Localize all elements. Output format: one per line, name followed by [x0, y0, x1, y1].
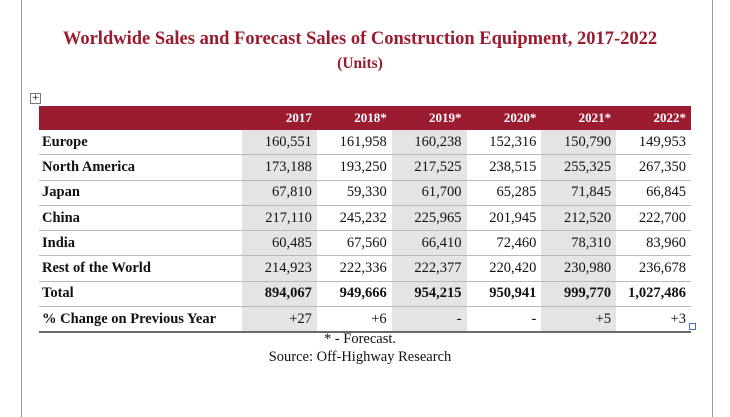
- cell: +3: [616, 306, 691, 334]
- forecast-footnote: * - Forecast.: [323, 331, 397, 347]
- cell: 220,420: [466, 255, 542, 282]
- cell: +6: [316, 306, 392, 334]
- row-label: Total: [39, 281, 243, 308]
- header-cell-label: [39, 106, 243, 130]
- cell: 245,232: [316, 205, 392, 232]
- cell: 149,953: [616, 130, 691, 156]
- cell: 230,980: [541, 255, 617, 282]
- cell: 222,377: [391, 255, 467, 282]
- cell: 225,965: [391, 205, 467, 232]
- cell: +5: [541, 306, 617, 334]
- cell: 217,525: [391, 154, 467, 181]
- cell: 238,515: [466, 154, 542, 181]
- cell: 212,520: [541, 205, 617, 232]
- cell: 160,238: [391, 130, 467, 156]
- table-row: North America 173,188 193,250 217,525 23…: [39, 154, 691, 181]
- cell: 65,285: [466, 180, 542, 206]
- table-row: China 217,110 245,232 225,965 201,945 21…: [39, 205, 691, 232]
- header-cell-2021: 2021*: [541, 106, 617, 130]
- page-border-right: [712, 0, 713, 417]
- sales-table: 2017 2018* 2019* 2020* 2021* 2022* Europ…: [39, 106, 691, 334]
- cell: 217,110: [242, 205, 317, 232]
- cell: +27: [242, 306, 317, 334]
- cell: 193,250: [316, 154, 392, 181]
- cell: 214,923: [242, 255, 317, 282]
- cell: 78,310: [541, 230, 617, 257]
- header-cell-2017: 2017: [242, 106, 317, 130]
- header-cell-2018: 2018*: [316, 106, 392, 130]
- document-title: Worldwide Sales and Forecast Sales of Co…: [62, 29, 658, 49]
- move-cross-icon[interactable]: +: [30, 93, 41, 104]
- cell: 267,350: [616, 154, 691, 181]
- row-label: China: [39, 205, 243, 232]
- cell: 66,845: [616, 180, 691, 206]
- cell: 222,700: [616, 205, 691, 232]
- cell: -: [466, 306, 542, 334]
- table-row: India 60,485 67,560 66,410 72,460 78,310…: [39, 230, 691, 257]
- cell: 66,410: [391, 230, 467, 257]
- cell: 72,460: [466, 230, 542, 257]
- cell: 173,188: [242, 154, 317, 181]
- row-label: India: [39, 230, 243, 257]
- cell: -: [391, 306, 467, 334]
- cell: 894,067: [242, 281, 317, 308]
- document-subtitle: (Units): [337, 55, 383, 72]
- page-border-left: [21, 0, 22, 417]
- row-label: Japan: [39, 180, 243, 206]
- table-header-row: 2017 2018* 2019* 2020* 2021* 2022*: [39, 106, 691, 130]
- cell: 161,958: [316, 130, 392, 156]
- table-row: Japan 67,810 59,330 61,700 65,285 71,845…: [39, 180, 691, 206]
- cell: 236,678: [616, 255, 691, 282]
- cell: 71,845: [541, 180, 617, 206]
- cell: 60,485: [242, 230, 317, 257]
- cell: 949,666: [316, 281, 392, 308]
- cell: 201,945: [466, 205, 542, 232]
- row-label: % Change on Previous Year: [39, 306, 243, 334]
- header-cell-2020: 2020*: [466, 106, 542, 130]
- cell: 255,325: [541, 154, 617, 181]
- cell: 954,215: [391, 281, 467, 308]
- cell: 83,960: [616, 230, 691, 257]
- cell: 67,810: [242, 180, 317, 206]
- row-label: North America: [39, 154, 243, 181]
- cell: 152,316: [466, 130, 542, 156]
- table-row-change: % Change on Previous Year +27 +6 - - +5 …: [39, 306, 691, 334]
- cell: 160,551: [242, 130, 317, 156]
- header-cell-2019: 2019*: [391, 106, 467, 130]
- table-row: Europe 160,551 161,958 160,238 152,316 1…: [39, 130, 691, 156]
- table-row-total: Total 894,067 949,666 954,215 950,941 99…: [39, 281, 691, 308]
- cell: 950,941: [466, 281, 542, 308]
- cell: 61,700: [391, 180, 467, 206]
- row-label: Europe: [39, 130, 243, 156]
- cell: 222,336: [316, 255, 392, 282]
- cell: 150,790: [541, 130, 617, 156]
- header-cell-2022: 2022*: [616, 106, 691, 130]
- table-row: Rest of the World 214,923 222,336 222,37…: [39, 255, 691, 282]
- cell: 59,330: [316, 180, 392, 206]
- cell: 999,770: [541, 281, 617, 308]
- cell: 1,027,486: [616, 281, 691, 308]
- source-note: Source: Off-Highway Research: [268, 349, 452, 365]
- resize-square-icon[interactable]: [689, 323, 696, 330]
- cell: 67,560: [316, 230, 392, 257]
- row-label: Rest of the World: [39, 255, 243, 282]
